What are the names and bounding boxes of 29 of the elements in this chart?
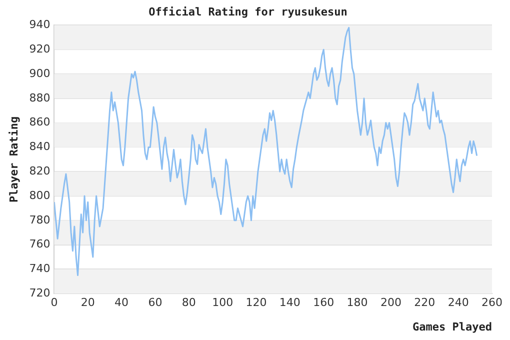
y-axis-title: Player Rating <box>7 116 20 202</box>
y-tick-label: 880 <box>29 91 50 104</box>
y-tick-label: 900 <box>29 66 50 80</box>
y-tick-label: 940 <box>29 18 50 32</box>
x-tick-label: 100 <box>212 296 234 310</box>
y-tick-label: 740 <box>29 262 50 276</box>
x-tick-label: 200 <box>380 296 402 310</box>
x-tick-label: 120 <box>246 296 267 310</box>
x-tick-label: 40 <box>114 296 129 310</box>
y-tick-label: 840 <box>29 140 50 154</box>
x-tick-label: 140 <box>279 296 300 310</box>
y-tick-label: 720 <box>29 286 50 300</box>
y-tick-label: 820 <box>29 164 50 178</box>
x-tick-label: 80 <box>182 296 196 310</box>
y-tick-label: 800 <box>29 188 50 202</box>
x-tick-label: 0 <box>50 296 58 310</box>
y-tick-label: 920 <box>29 42 50 56</box>
x-tick-label: 220 <box>414 296 436 310</box>
y-tick-label: 760 <box>29 238 50 251</box>
x-axis-title: Games Played <box>412 320 492 334</box>
chart-title: Official Rating for ryusukesun <box>148 5 348 18</box>
x-tick-label: 180 <box>346 296 368 310</box>
x-tick-label: 240 <box>448 296 469 310</box>
x-tick-label: 160 <box>313 296 334 310</box>
x-tick-label: 60 <box>148 296 162 310</box>
y-tick-label: 780 <box>29 213 50 226</box>
x-tick-label: 260 <box>482 296 502 310</box>
y-tick-label: 860 <box>29 116 50 129</box>
x-tick-label: 20 <box>80 296 95 310</box>
